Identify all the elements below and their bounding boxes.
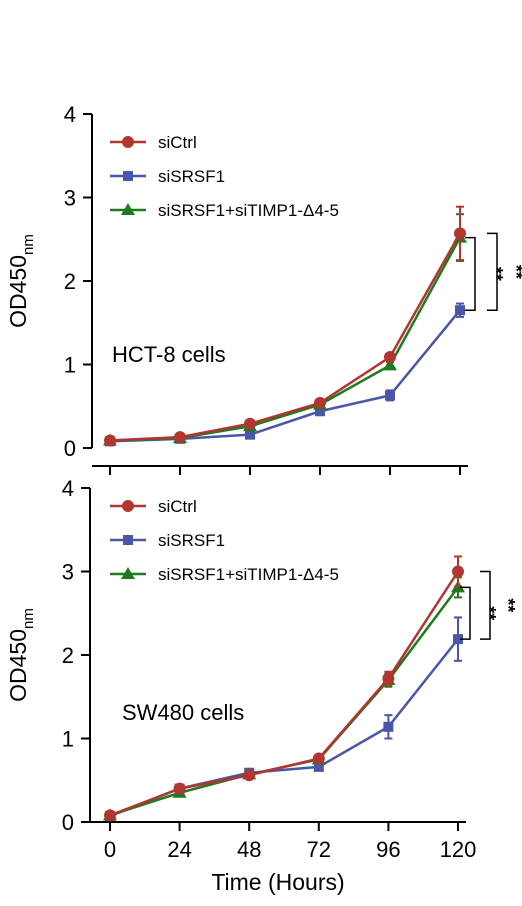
panel-label: SW480 cells — [122, 700, 244, 725]
y-axis-title: OD450nm — [5, 608, 37, 702]
significance-label: ** — [498, 598, 518, 612]
y-tick-label: 0 — [62, 810, 74, 835]
significance-bracket — [480, 570, 491, 640]
panel-label: HCT-8 cells — [112, 342, 226, 367]
x-tick-label: 0 — [104, 837, 116, 862]
data-point-square — [385, 390, 395, 401]
data-point-circle — [174, 431, 186, 444]
panel-hct8: 0 1 2 3 4 OD450nm HCT-8 cells siCtrl siSRSF1 siSR… — [5, 102, 522, 475]
data-point-triangle — [121, 203, 135, 215]
data-point-square — [123, 171, 133, 181]
data-point-square — [453, 634, 463, 645]
legend-entry: siSRSF1+siTIMP1-Δ4-5 — [110, 565, 339, 584]
legend-entry: siSRSF1 — [110, 531, 225, 550]
data-point-circle — [122, 136, 134, 148]
x-tick-label: 96 — [376, 837, 400, 862]
data-point-circle — [104, 434, 116, 447]
y-tick-label: 1 — [62, 727, 74, 752]
series-triangle — [103, 213, 467, 446]
series-line — [109, 236, 462, 442]
data-point-circle — [314, 396, 326, 409]
significance-bracket — [487, 232, 498, 311]
y-tick-label: 2 — [64, 269, 76, 294]
data-point-circle — [244, 417, 256, 430]
x-axis-title: Time (Hours) — [211, 869, 344, 895]
legend-label: siCtrl — [158, 497, 197, 516]
series-line — [109, 232, 462, 442]
data-point-circle — [452, 565, 464, 578]
y-tick-label: 3 — [64, 186, 76, 211]
data-point-circle — [122, 500, 134, 512]
significance-label: ** — [486, 267, 506, 281]
series-line — [109, 570, 460, 817]
data-point-circle — [173, 782, 186, 795]
legend-label: siCtrl — [158, 133, 197, 152]
x-tick-label: 24 — [167, 837, 191, 862]
legend-entry: siCtrl — [110, 497, 197, 516]
legend-label: siSRSF1 — [158, 531, 225, 550]
data-point-triangle — [121, 567, 135, 579]
data-point-circle — [104, 809, 116, 822]
significance-bracket — [460, 586, 471, 640]
legend-entry: siCtrl — [110, 133, 197, 152]
data-point-triangle — [383, 358, 397, 371]
x-tick-label: 72 — [307, 837, 331, 862]
significance-label: ** — [506, 265, 522, 279]
legend-label: siSRSF1+siTIMP1-Δ4-5 — [158, 565, 339, 584]
series-line — [109, 309, 461, 443]
series-circle — [104, 205, 466, 447]
legend-entry: siSRSF1+siTIMP1-Δ4-5 — [110, 201, 339, 220]
data-point-square — [383, 721, 394, 732]
legend-label: siSRSF1 — [158, 167, 225, 186]
data-point-circle — [243, 769, 256, 782]
significance-bracket — [465, 236, 476, 311]
y-tick-label: 1 — [64, 353, 76, 378]
y-axis-title: OD450nm — [5, 234, 37, 328]
y-tick-label: 0 — [64, 436, 76, 461]
data-point-square — [315, 406, 325, 417]
x-tick-label: 120 — [440, 837, 477, 862]
data-point-circle — [312, 752, 325, 765]
legend-entry: siSRSF1 — [110, 167, 225, 186]
significance-label: ** — [479, 606, 499, 620]
data-point-square — [313, 761, 324, 772]
data-point-square — [123, 535, 133, 545]
data-point-square — [245, 429, 255, 440]
y-tick-label: 4 — [62, 476, 74, 501]
y-tick-label: 2 — [62, 643, 74, 668]
y-tick-label: 4 — [64, 102, 76, 127]
data-point-circle — [454, 227, 466, 240]
series-line — [109, 638, 459, 818]
data-point-circle — [382, 672, 395, 685]
data-point-square — [455, 305, 465, 316]
data-point-circle — [384, 350, 396, 363]
series-circle — [104, 555, 464, 822]
y-tick-label: 3 — [62, 560, 74, 585]
x-tick-label: 48 — [237, 837, 261, 862]
legend-label: siSRSF1+siTIMP1-Δ4-5 — [158, 201, 339, 220]
panel-sw480: 0 1 2 3 4 0 24 48 72 96 120 OD450nm SW480 cells siCtr… — [5, 476, 518, 862]
